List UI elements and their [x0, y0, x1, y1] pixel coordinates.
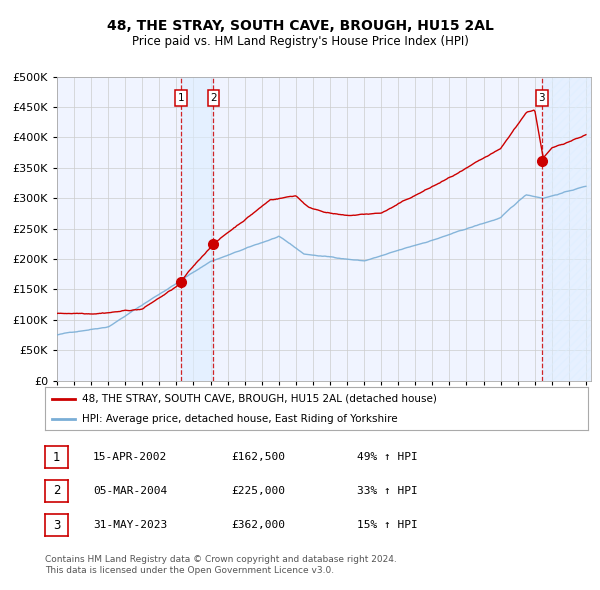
Text: This data is licensed under the Open Government Licence v3.0.: This data is licensed under the Open Gov…: [45, 566, 334, 575]
Text: 2: 2: [53, 484, 60, 497]
Text: 2: 2: [210, 93, 217, 103]
Text: 31-MAY-2023: 31-MAY-2023: [93, 520, 167, 530]
Bar: [542, 77, 591, 381]
Text: 05-MAR-2004: 05-MAR-2004: [93, 486, 167, 496]
Text: 15% ↑ HPI: 15% ↑ HPI: [357, 520, 418, 530]
Text: 48, THE STRAY, SOUTH CAVE, BROUGH, HU15 2AL (detached house): 48, THE STRAY, SOUTH CAVE, BROUGH, HU15 …: [82, 394, 437, 404]
Bar: [181, 77, 214, 381]
Text: 49% ↑ HPI: 49% ↑ HPI: [357, 453, 418, 462]
Text: 48, THE STRAY, SOUTH CAVE, BROUGH, HU15 2AL: 48, THE STRAY, SOUTH CAVE, BROUGH, HU15 …: [107, 19, 493, 33]
Text: 3: 3: [53, 519, 60, 532]
Text: £362,000: £362,000: [231, 520, 285, 530]
Text: 1: 1: [53, 451, 60, 464]
Text: 15-APR-2002: 15-APR-2002: [93, 453, 167, 462]
Text: Price paid vs. HM Land Registry's House Price Index (HPI): Price paid vs. HM Land Registry's House …: [131, 35, 469, 48]
Text: Contains HM Land Registry data © Crown copyright and database right 2024.: Contains HM Land Registry data © Crown c…: [45, 555, 397, 564]
Text: £162,500: £162,500: [231, 453, 285, 462]
Text: £225,000: £225,000: [231, 486, 285, 496]
Text: 33% ↑ HPI: 33% ↑ HPI: [357, 486, 418, 496]
Text: 1: 1: [178, 93, 185, 103]
Text: 3: 3: [538, 93, 545, 103]
Text: HPI: Average price, detached house, East Riding of Yorkshire: HPI: Average price, detached house, East…: [82, 414, 398, 424]
